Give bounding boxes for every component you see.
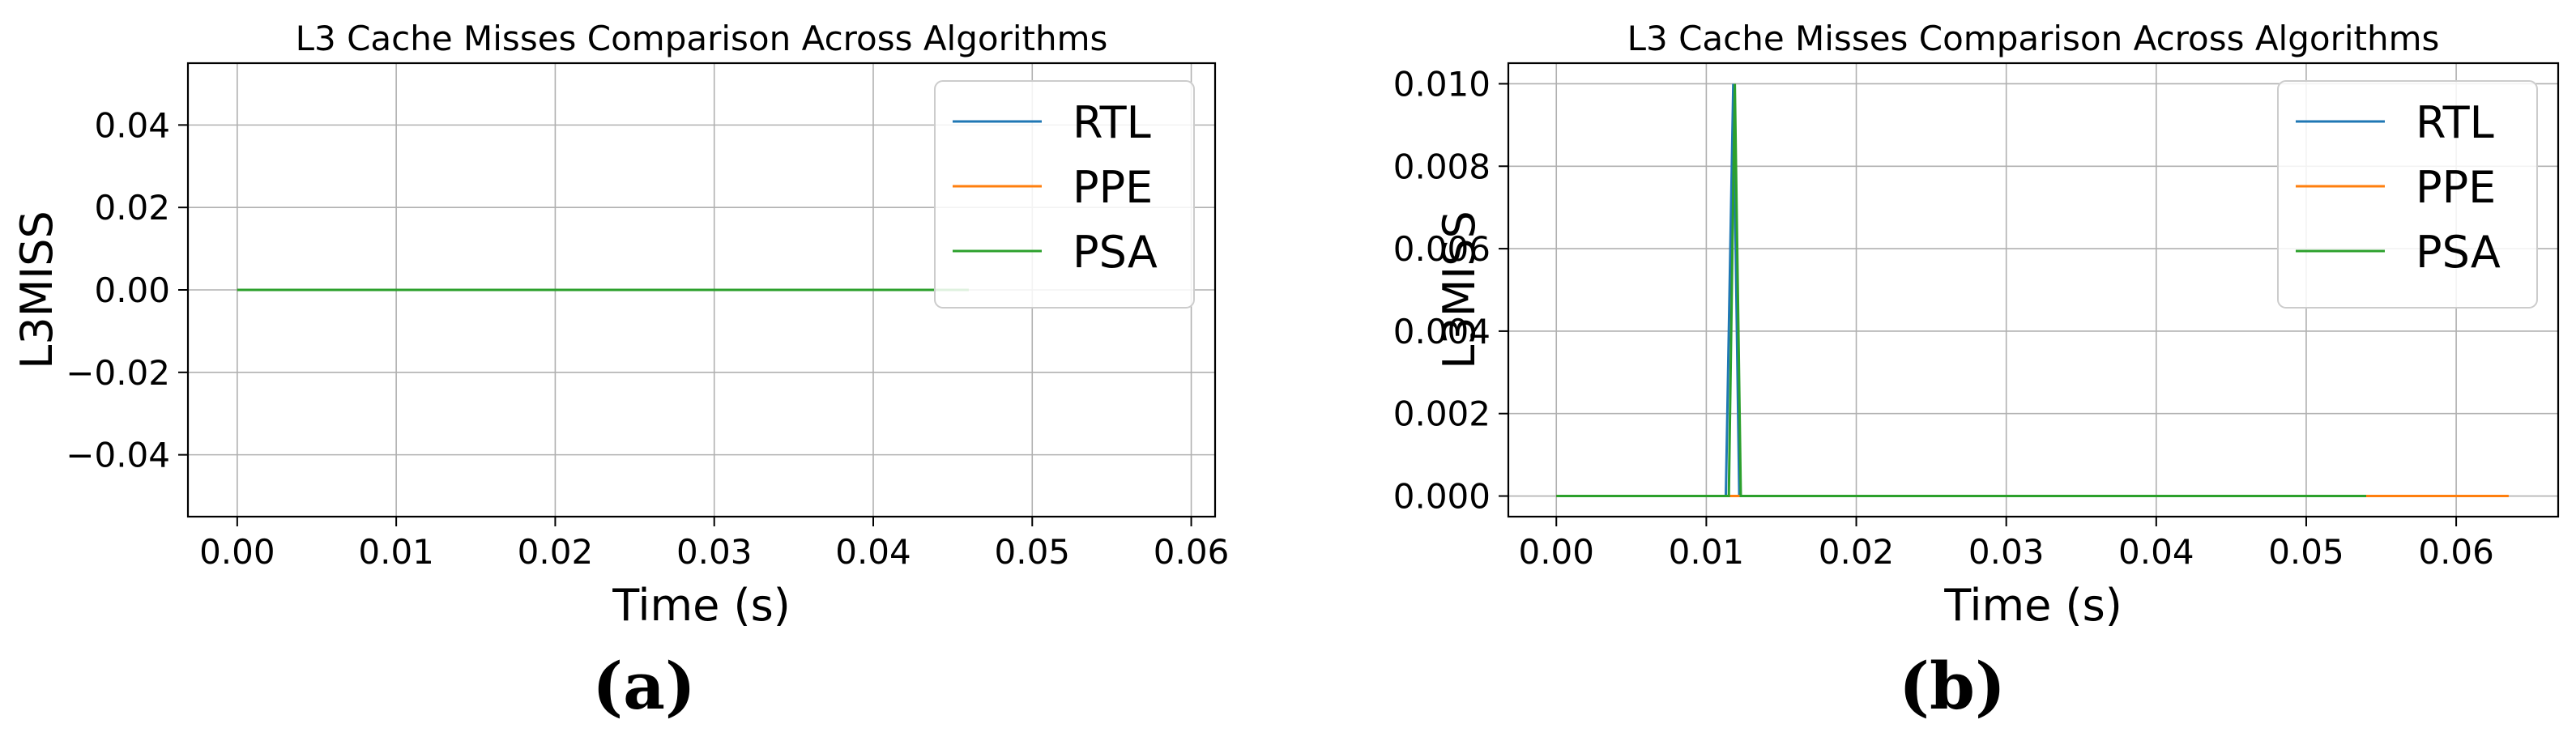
y-tick-label: −0.02 [66,353,170,393]
chart-title: L3 Cache Misses Comparison Across Algori… [296,19,1108,58]
chart-b: 0.00 0.01 0.02 0.03 0.04 0.05 0.06 0.010 0.008 0.… [1393,19,2560,631]
chart-title: L3 Cache Misses Comparison Across Algori… [1627,19,2440,58]
series-line-rtl [1556,83,2366,497]
y-tick-label: 0.004 [1393,312,1491,351]
y-axis-label: L3MISS [11,211,62,369]
plot-frame [1507,62,2560,518]
legend-label-rtl: RTL [1073,97,1151,148]
legend: RTL PPE PSA [934,80,1195,309]
x-tick-label: 0.05 [995,532,1071,572]
x-tick-label: 0.04 [2118,532,2194,572]
y-tick-label: −0.04 [66,436,170,475]
x-tick-label: 0.00 [1518,532,1594,572]
legend: RTL PPE PSA [2277,80,2538,309]
legend-label-ppe: PPE [2416,162,2496,213]
y-tick-label: 0.008 [1393,147,1491,186]
x-tick-label: 0.06 [1154,532,1230,572]
x-axis-label: Time (s) [1943,580,2122,631]
x-axis-label: Time (s) [612,580,791,631]
y-axis-label: L3MISS [1434,211,1485,369]
y-tick-label: 0.00 [94,270,170,310]
legend-label-psa: PSA [1073,227,1158,278]
x-tick-label: 0.06 [2418,532,2494,572]
legend-label-ppe: PPE [1073,162,1153,213]
y-tick-label: 0.006 [1393,229,1491,269]
caption-b: (b) [1899,648,2006,724]
y-tick-label: 0.000 [1393,477,1491,517]
caption-a: (a) [592,648,696,724]
x-tick-label: 0.04 [835,532,911,572]
x-tick-label: 0.02 [1819,532,1895,572]
x-tick-label: 0.05 [2268,532,2344,572]
y-tick-label: 0.04 [94,105,170,145]
x-tick-label: 0.03 [1968,532,2045,572]
y-tick-label: 0.010 [1393,64,1491,104]
x-tick-label: 0.02 [518,532,594,572]
x-tick-label: 0.01 [1669,532,1745,572]
y-tick-label: 0.002 [1393,394,1491,434]
legend-label-rtl: RTL [2416,97,2494,148]
x-tick-label: 0.01 [358,532,434,572]
series-line-psa [1556,83,2366,497]
chart-a: 0.00 0.01 0.02 0.03 0.04 0.05 0.06 0.04 0.02 0.00… [11,19,1229,631]
y-tick-label: 0.02 [94,188,170,228]
x-tick-label: 0.03 [676,532,753,572]
legend-label-psa: PSA [2416,227,2501,278]
x-tick-label: 0.00 [199,532,275,572]
